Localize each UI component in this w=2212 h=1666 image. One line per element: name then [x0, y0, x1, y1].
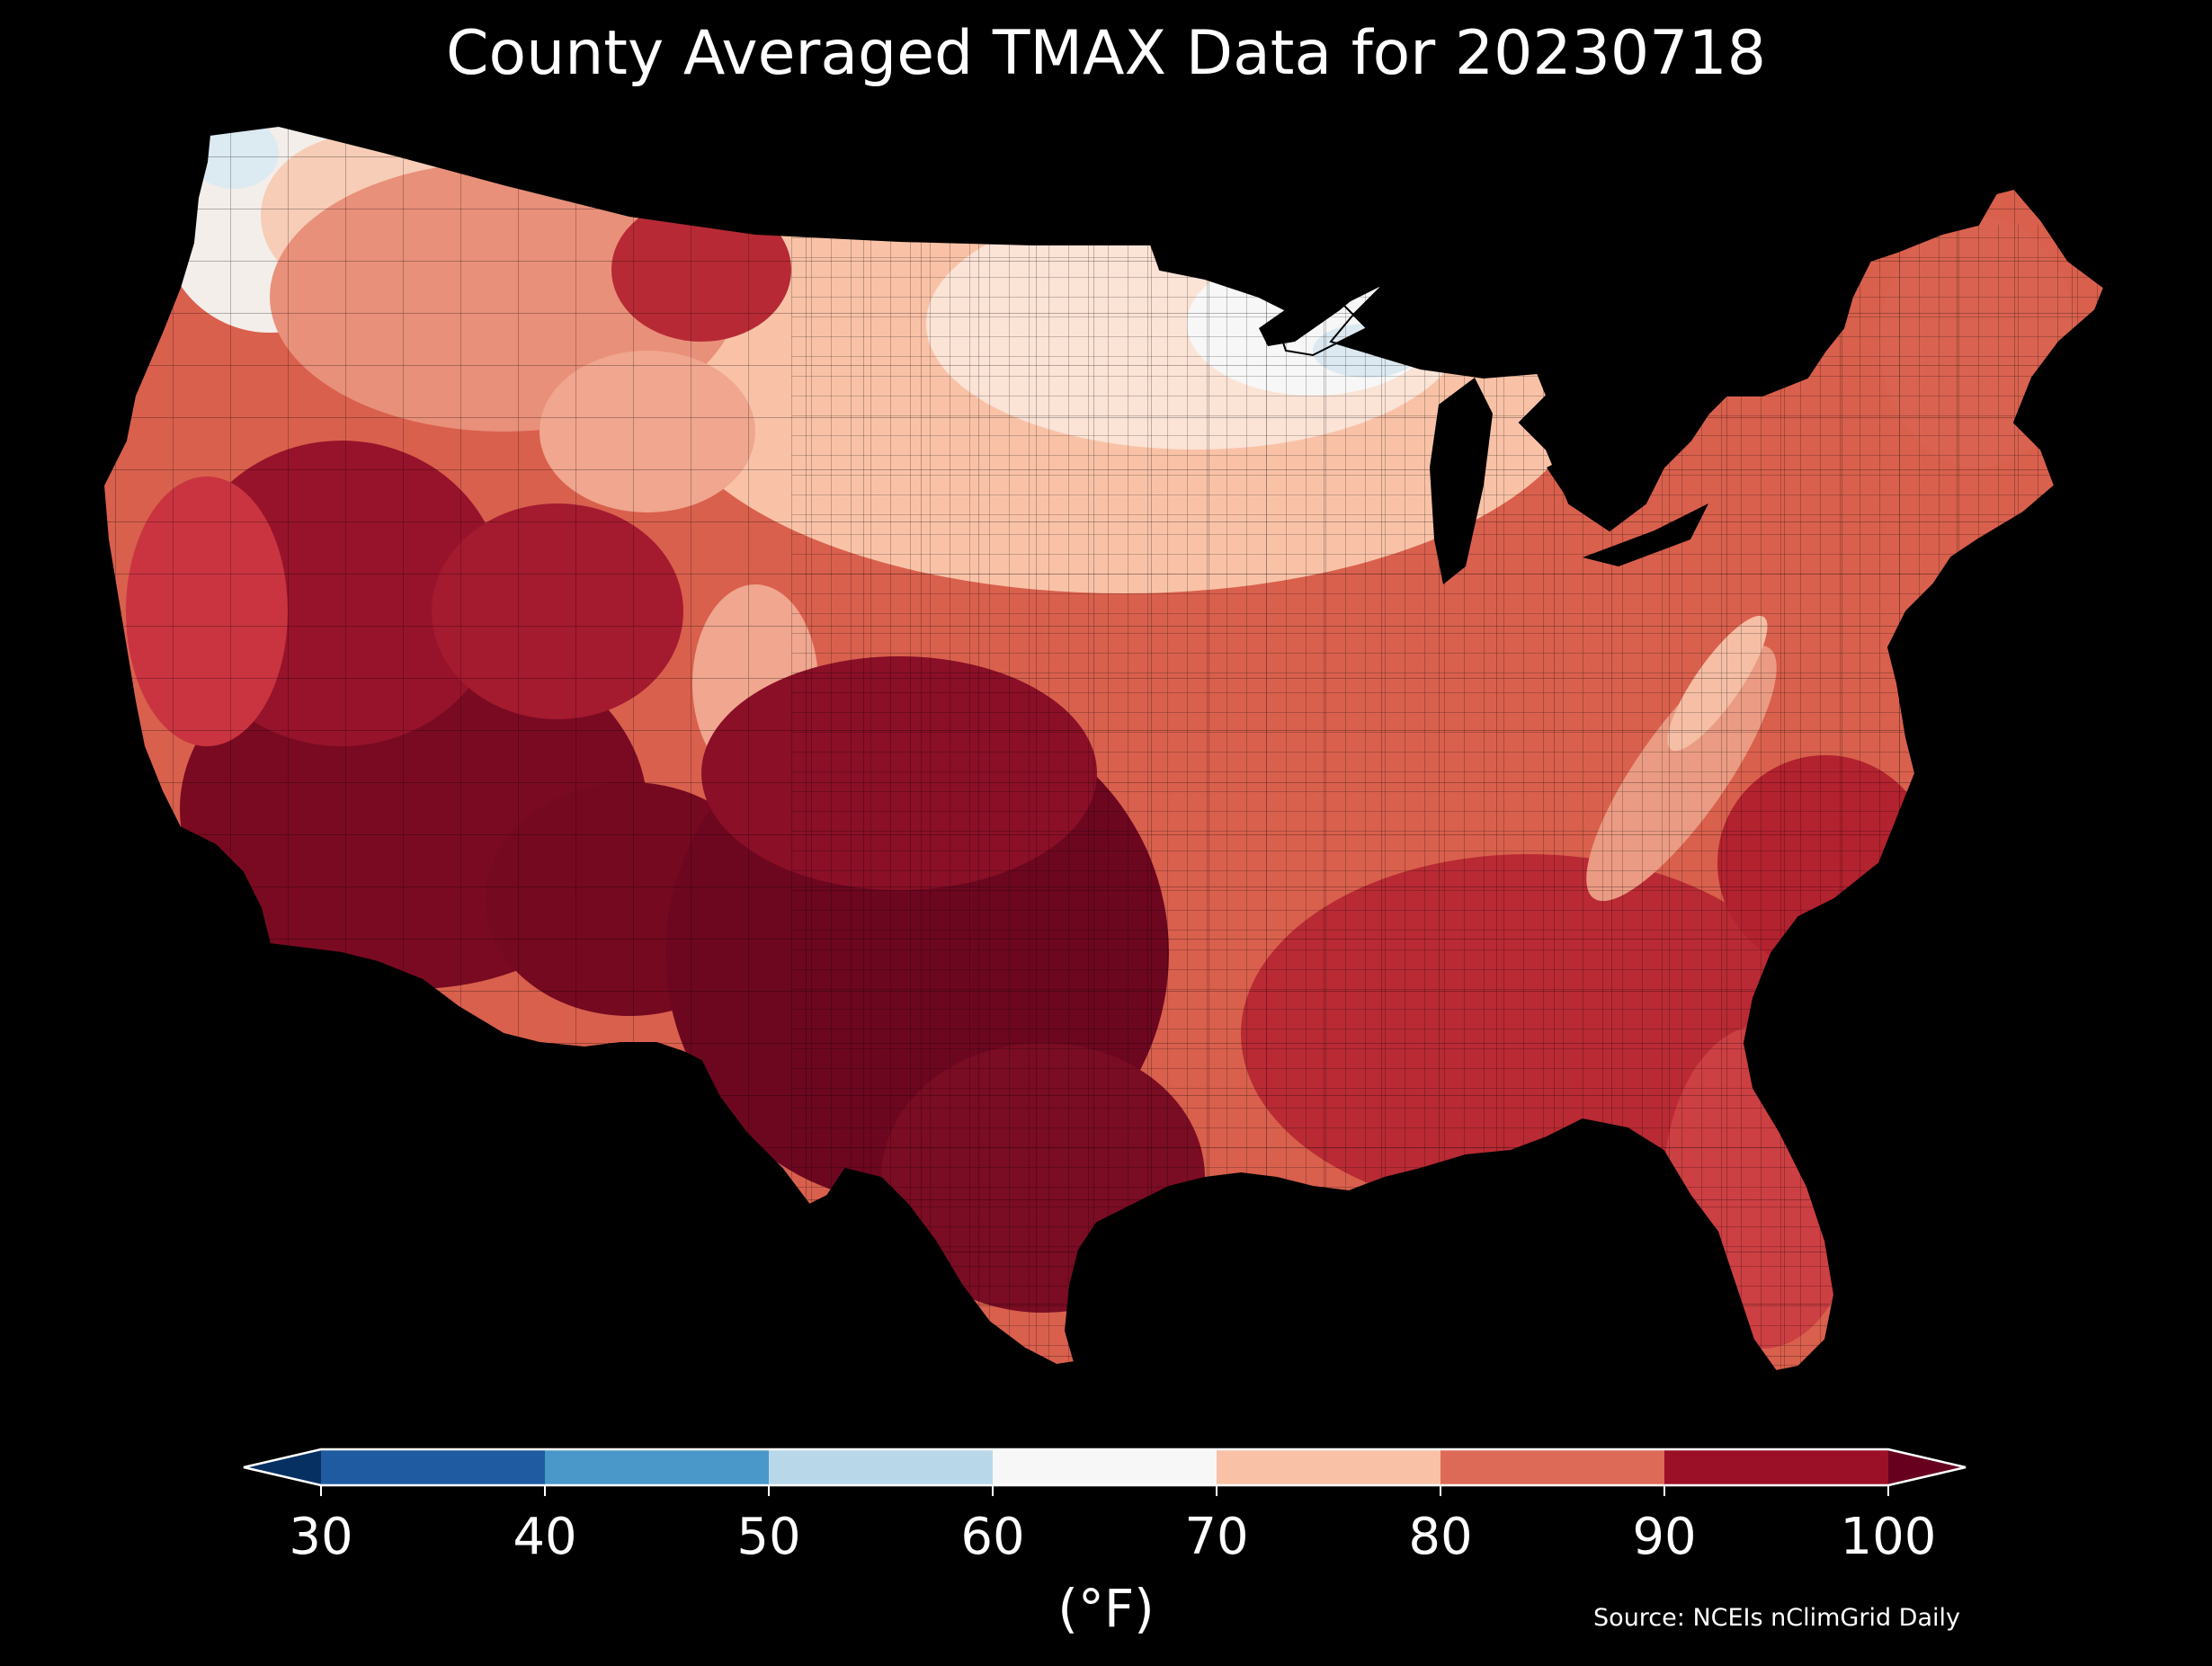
map-title: County Averaged TMAX Data for 20230718	[446, 18, 1766, 89]
colorbar-tick-label: 80	[1408, 1508, 1473, 1566]
colorbar-bin	[321, 1449, 545, 1485]
colorbar-tick-label: 100	[1840, 1508, 1937, 1566]
colorbar-bin	[769, 1449, 993, 1485]
source-credit: Source: NCEIs nClimGrid Daily	[1593, 1604, 1960, 1632]
colorbar-over-arrow	[1888, 1449, 1966, 1485]
colorbar-tick-label: 90	[1632, 1508, 1697, 1566]
colorbar-bin	[1217, 1449, 1440, 1485]
colorbar-unit-label: (°F)	[1057, 1578, 1155, 1639]
colorbar-bin	[545, 1449, 769, 1485]
colorbar-bin	[1440, 1449, 1664, 1485]
great-lakes	[1259, 283, 1708, 584]
colorbar-tick-label: 40	[513, 1508, 577, 1566]
colorbar-tick-label: 70	[1184, 1508, 1249, 1566]
colorbar-tick-label: 30	[289, 1508, 353, 1566]
colorbar-tick-label: 60	[960, 1508, 1025, 1566]
colorbar-bin	[993, 1449, 1217, 1485]
colorbar-under-arrow	[244, 1449, 321, 1485]
colorbar-tick-label: 50	[736, 1508, 801, 1566]
colorbar-bin	[1664, 1449, 1888, 1485]
